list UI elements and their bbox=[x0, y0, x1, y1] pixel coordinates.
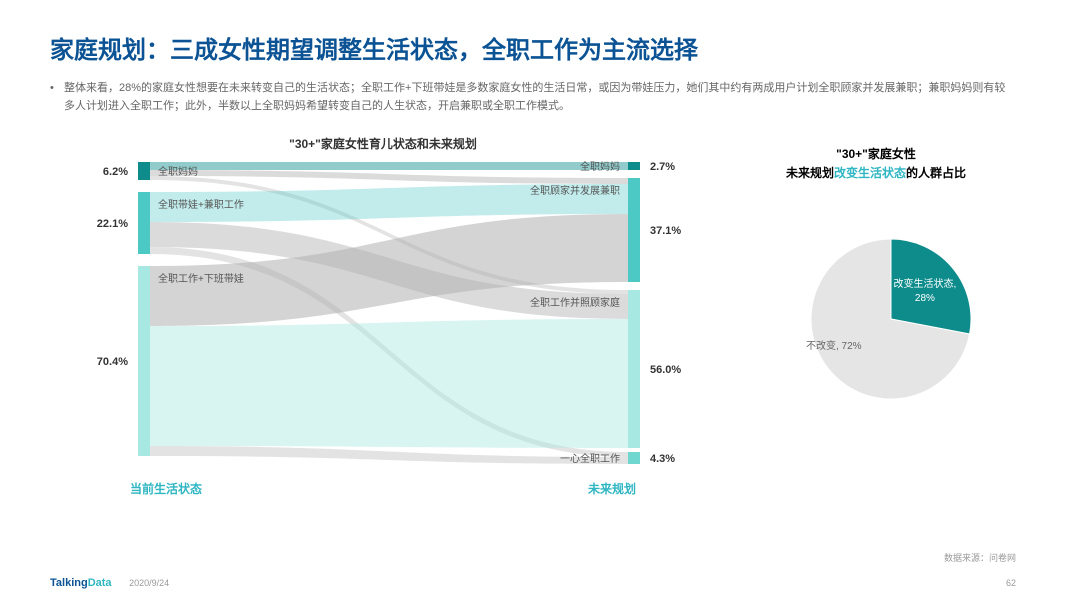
svg-text:不改变, 72%: 不改变, 72% bbox=[806, 339, 862, 352]
svg-text:全职工作并照顾家庭: 全职工作并照顾家庭 bbox=[530, 296, 620, 309]
footer-left: TalkingData 2020/9/24 bbox=[50, 577, 169, 589]
pie-title-line1: "30+"家庭女性 bbox=[736, 145, 1016, 164]
svg-text:22.1%: 22.1% bbox=[97, 218, 128, 230]
svg-text:全职带娃+兼职工作: 全职带娃+兼职工作 bbox=[158, 198, 244, 211]
sankey-chart: "30+"家庭女性育儿状态和未来规划 6.2% 全职妈妈 22.1% 全职带娃+兼职工… bbox=[50, 135, 716, 505]
pie-svg: 改变生活状态, 28% 不改变, 72% bbox=[761, 199, 991, 419]
svg-text:6.2%: 6.2% bbox=[103, 166, 128, 178]
svg-text:全职妈妈: 全职妈妈 bbox=[158, 165, 198, 178]
sankey-title: "30+"家庭女性育儿状态和未来规划 bbox=[50, 135, 716, 152]
slide-subtitle: 整体来看，28%的家庭女性想要在未来转变自己的生活状态；全职工作+下班带娃是多数… bbox=[50, 80, 1016, 115]
pie-title-line2: 未来规划改变生活状态的人群占比 bbox=[736, 164, 1016, 183]
sankey-right-axis-label: 未来规划 bbox=[588, 480, 636, 497]
svg-text:70.4%: 70.4% bbox=[97, 356, 128, 368]
svg-text:改变生活状态,: 改变生活状态, bbox=[894, 277, 957, 290]
slide-title: 家庭规划：三成女性期望调整生活状态，全职工作为主流选择 bbox=[50, 30, 1016, 65]
pie-chart: "30+"家庭女性 未来规划改变生活状态的人群占比 改变生活状态, 28% 不改变,… bbox=[736, 135, 1016, 505]
page-number: 62 bbox=[1006, 578, 1016, 588]
sankey-left-axis-label: 当前生活状态 bbox=[130, 480, 202, 497]
svg-text:37.1%: 37.1% bbox=[650, 225, 681, 237]
svg-text:全职顾家并发展兼职: 全职顾家并发展兼职 bbox=[530, 184, 620, 197]
data-source: 数据来源：问卷网 bbox=[944, 551, 1016, 564]
svg-text:全职工作+下班带娃: 全职工作+下班带娃 bbox=[158, 272, 244, 285]
svg-text:4.3%: 4.3% bbox=[650, 453, 675, 465]
logo: TalkingData bbox=[50, 577, 112, 589]
svg-text:全职妈妈: 全职妈妈 bbox=[580, 160, 620, 173]
content-area: "30+"家庭女性育儿状态和未来规划 6.2% 全职妈妈 22.1% 全职带娃+兼职工… bbox=[50, 135, 1016, 505]
svg-text:2.7%: 2.7% bbox=[650, 161, 675, 173]
slide-footer: TalkingData 2020/9/24 62 bbox=[50, 577, 1016, 589]
svg-text:56.0%: 56.0% bbox=[650, 364, 681, 376]
svg-text:一心全职工作: 一心全职工作 bbox=[560, 452, 620, 465]
footer-date: 2020/9/24 bbox=[129, 578, 169, 588]
pie-title: "30+"家庭女性 未来规划改变生活状态的人群占比 bbox=[736, 145, 1016, 183]
sankey-svg: 6.2% 全职妈妈 22.1% 全职带娃+兼职工作 70.4% 全职工作+下班带娃 2.7%… bbox=[50, 160, 716, 470]
svg-text:28%: 28% bbox=[915, 293, 935, 304]
